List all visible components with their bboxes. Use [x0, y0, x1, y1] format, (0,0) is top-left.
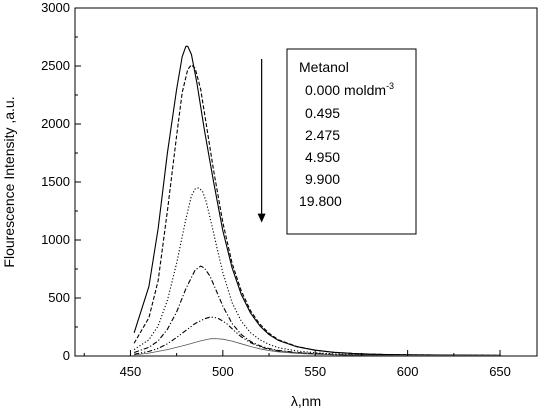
legend-entry-2: 2.475: [305, 127, 340, 143]
x-axis-title: λ,nm: [291, 393, 321, 409]
legend-entry-1: 0.495: [305, 105, 340, 121]
legend-entry-4: 9.900: [305, 171, 340, 187]
legend: Metanol 0.000 moldm-3 0.495 2.475 4.950 9…: [286, 48, 417, 235]
y-axis-title: Flourescence Intensity ,a.u.: [1, 96, 17, 267]
legend-entry-5: 19.800: [299, 193, 342, 209]
arrow-annotation: [257, 59, 266, 223]
y-tick-label-1: 500: [48, 290, 70, 305]
x-tick-label-4: 650: [489, 364, 511, 379]
series-line-3: [133, 265, 501, 357]
y-tick-label-3: 1500: [41, 174, 70, 189]
y-tick-label-5: 2500: [41, 58, 70, 73]
y-tick-label-4: 2000: [41, 116, 70, 131]
arrow-head: [257, 213, 266, 223]
x-tick-label-1: 500: [212, 364, 234, 379]
legend-entry-3: 4.950: [305, 149, 340, 165]
ticks-layer: 450 500 550 600 650 0 500 1000 1500 2000 2500 3000: [41, 0, 511, 379]
legend-box: [286, 48, 417, 235]
legend-title: Metanol: [299, 59, 349, 75]
x-tick-label-2: 550: [304, 364, 326, 379]
x-tick-label-3: 600: [397, 364, 419, 379]
legend-entry-0: 0.000 moldm-3: [305, 81, 394, 98]
y-tick-label-0: 0: [63, 348, 70, 363]
series-line-2: [133, 187, 501, 356]
y-tick-label-2: 1000: [41, 232, 70, 247]
x-tick-label-0: 450: [120, 364, 142, 379]
series-line-4: [134, 316, 501, 357]
y-tick-label-6: 3000: [41, 0, 70, 15]
